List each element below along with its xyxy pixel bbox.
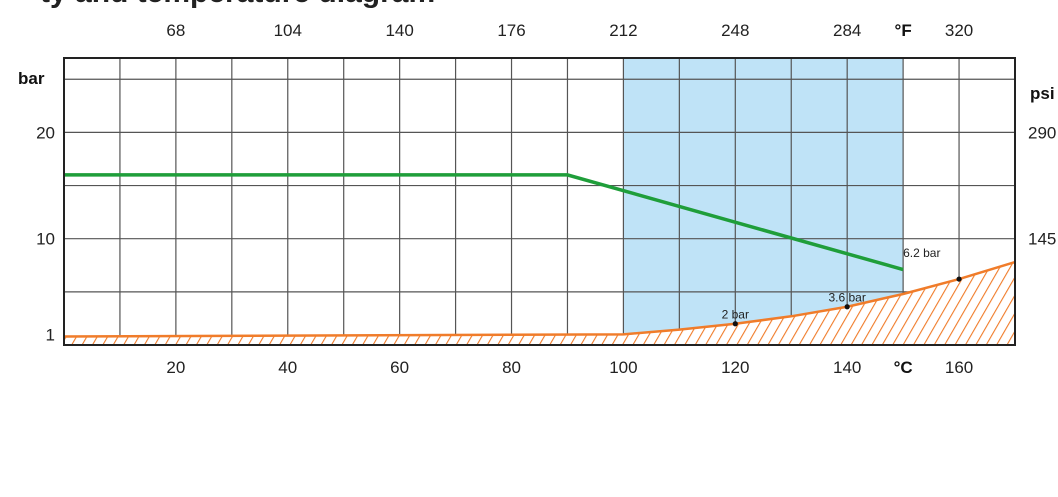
y-tick-label-bar: 10 <box>36 230 55 249</box>
y-tick-label-psi: 290 <box>1028 123 1056 142</box>
vapor-pressure-curve <box>63 260 1016 338</box>
y-axis-label-psi: psi <box>1030 84 1055 103</box>
x-tick-label-fahrenheit: 140 <box>385 21 413 40</box>
x-tick-label-celsius: 120 <box>721 358 749 377</box>
annotation-point <box>732 321 738 327</box>
highlight-band <box>623 58 904 345</box>
annotation-point <box>956 276 962 282</box>
x-tick-label-celsius: 20 <box>166 358 185 377</box>
x-tick-label-celsius: 100 <box>609 358 637 377</box>
plot-frame <box>63 57 1016 346</box>
y-tick-label-bar: 20 <box>36 123 55 142</box>
x-tick-label-fahrenheit: 284 <box>833 21 861 40</box>
annotation-label: 6.2 bar <box>903 246 940 260</box>
x-tick-label-fahrenheit: 248 <box>721 21 749 40</box>
x-tick-label-celsius: 160 <box>945 358 973 377</box>
x-tick-label-celsius: 80 <box>502 358 521 377</box>
x-tick-label-celsius: 40 <box>278 358 297 377</box>
x-tick-label-fahrenheit: 212 <box>609 21 637 40</box>
x-tick-label-fahrenheit: 68 <box>166 21 185 40</box>
pressure-limit-line <box>64 173 904 272</box>
x-tick-label-fahrenheit: 176 <box>497 21 525 40</box>
y-tick-label-bar: 1 <box>46 325 55 344</box>
x-unit-label-celsius: °C <box>894 358 913 377</box>
x-tick-label-fahrenheit: 104 <box>274 21 302 40</box>
y-tick-label-psi: 145 <box>1028 230 1056 249</box>
annotation-label: 2 bar <box>722 308 749 322</box>
x-unit-label-fahrenheit: °F <box>895 21 912 40</box>
x-tick-label-fahrenheit: 320 <box>945 21 973 40</box>
x-tick-label-celsius: 140 <box>833 358 861 377</box>
y-axis-label-bar: bar <box>18 69 45 88</box>
annotation-point <box>844 304 850 310</box>
x-tick-label-celsius: 60 <box>390 358 409 377</box>
annotation-label: 3.6 bar <box>828 291 865 305</box>
chart-title: ty and temperature diagram <box>40 0 435 10</box>
vapor-pressure-area <box>64 262 1015 345</box>
